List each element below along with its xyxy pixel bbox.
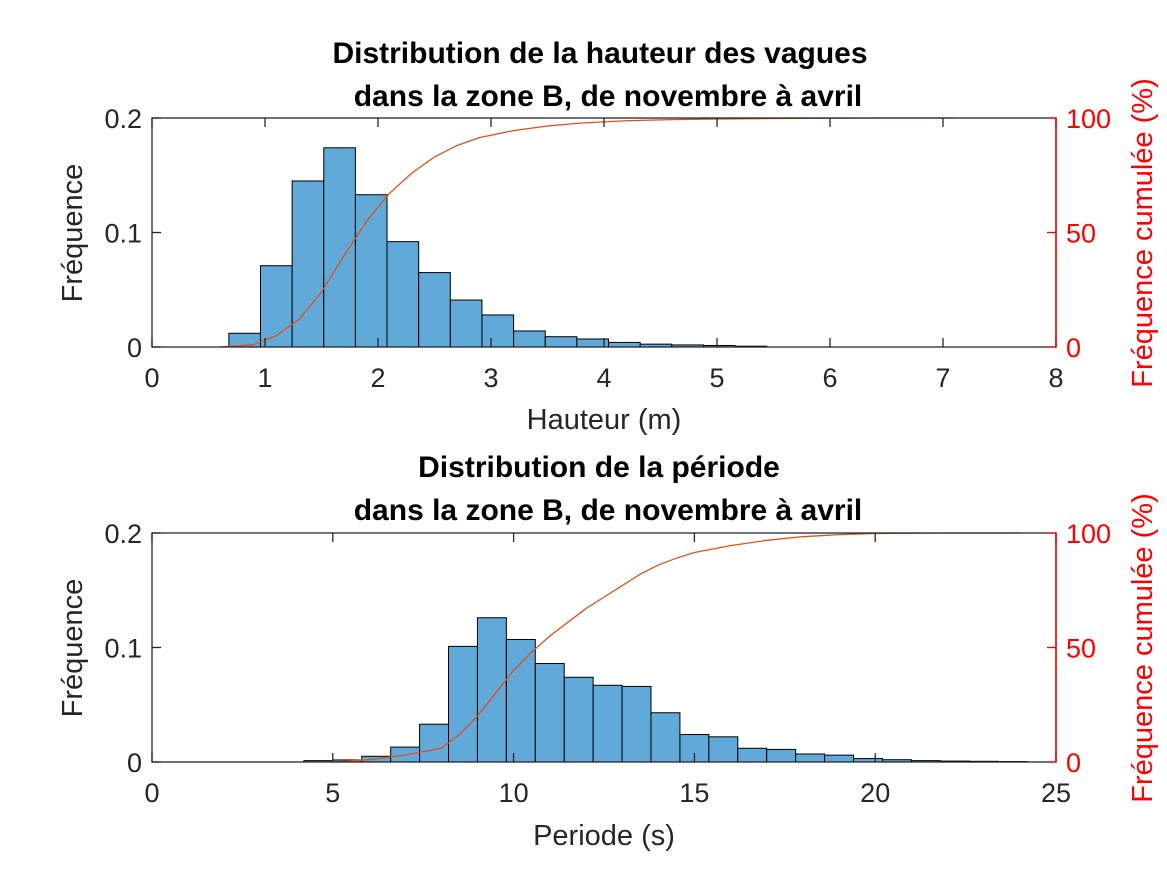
histogram-bar bbox=[354, 194, 388, 348]
x-axis-label: Hauteur (m) bbox=[527, 404, 682, 436]
x-axis: 0 1 2 3 4 5 6 7 8 bbox=[144, 118, 1064, 393]
x-tick-label: 10 bbox=[499, 778, 529, 808]
y-axis-left: 0 0.1 0.2 bbox=[104, 519, 161, 778]
chart-title-line-2: dans la zone B, de novembre à avril bbox=[354, 494, 863, 527]
subplot-wave-height: Distribution de la hauteur des vagues da… bbox=[57, 37, 1159, 436]
histogram-bar bbox=[449, 299, 483, 348]
histogram-bar bbox=[621, 685, 652, 763]
subplot-period: Distribution de la période dans la zone … bbox=[57, 451, 1159, 852]
y-tick-label: 0.2 bbox=[104, 104, 142, 134]
histogram-bar bbox=[259, 265, 293, 348]
y-tick-label: 0.1 bbox=[104, 219, 142, 249]
x-tick-label: 6 bbox=[822, 363, 837, 393]
x-tick-label: 3 bbox=[483, 363, 498, 393]
x-tick-label: 0 bbox=[144, 363, 159, 393]
histogram-bar bbox=[650, 712, 681, 763]
y-tick-label: 0.2 bbox=[104, 519, 142, 549]
histogram-bar bbox=[323, 147, 356, 348]
histogram-bar bbox=[418, 272, 451, 348]
histogram-bar bbox=[737, 747, 768, 763]
y-tick-label-right: 100 bbox=[1066, 519, 1111, 549]
histogram-bars bbox=[228, 147, 768, 348]
chart-title-line-1: Distribution de la hauteur des vagues bbox=[332, 37, 867, 70]
y-axis-label-left: Fréquence bbox=[57, 164, 89, 303]
y-tick-label: 0.1 bbox=[104, 634, 142, 664]
x-tick-label: 15 bbox=[679, 778, 709, 808]
histogram-bar bbox=[592, 684, 623, 763]
y-axis-right: 0 50 100 bbox=[1047, 519, 1111, 778]
histogram-bar bbox=[505, 638, 536, 763]
x-tick-label: 0 bbox=[144, 778, 159, 808]
histogram-bars bbox=[303, 617, 1028, 763]
y-tick-label-right: 50 bbox=[1066, 634, 1096, 664]
histogram-bar bbox=[448, 645, 478, 763]
histogram-bar bbox=[563, 676, 594, 763]
histogram-bar bbox=[534, 663, 565, 763]
x-tick-label: 25 bbox=[1041, 778, 1071, 808]
chart-title-line-1: Distribution de la période bbox=[418, 451, 780, 484]
histogram-bar bbox=[291, 180, 325, 348]
y-tick-label-right: 100 bbox=[1066, 104, 1111, 134]
histogram-bar bbox=[419, 723, 450, 763]
histogram-bar bbox=[513, 330, 546, 348]
histogram-bar bbox=[608, 341, 641, 348]
y-tick-label: 0 bbox=[127, 333, 142, 363]
x-tick-label: 1 bbox=[257, 363, 272, 393]
histogram-bar bbox=[386, 241, 420, 348]
x-tick-label: 5 bbox=[709, 363, 724, 393]
y-tick-label-right: 0 bbox=[1066, 748, 1081, 778]
histogram-bar bbox=[766, 748, 797, 763]
y-axis-label-right: Fréquence cumulée (%) bbox=[1127, 493, 1159, 802]
x-tick-label: 4 bbox=[596, 363, 611, 393]
histogram-bar bbox=[476, 617, 507, 763]
x-tick-label: 2 bbox=[370, 363, 385, 393]
x-axis-label: Periode (s) bbox=[533, 820, 675, 852]
histogram-bar bbox=[544, 336, 578, 348]
x-tick-label: 20 bbox=[860, 778, 890, 808]
x-axis: 0 5 10 15 20 25 bbox=[144, 533, 1071, 808]
cumulative-frequency-line bbox=[332, 532, 1020, 763]
y-tick-label: 0 bbox=[127, 748, 142, 778]
x-tick-label: 5 bbox=[325, 778, 340, 808]
histogram-bar bbox=[481, 314, 515, 348]
histogram-bar bbox=[795, 753, 826, 763]
y-axis-left: 0 0.1 0.2 bbox=[104, 104, 161, 363]
chart-title-line-2: dans la zone B, de novembre à avril bbox=[354, 80, 863, 113]
y-axis-label-left: Fréquence bbox=[57, 579, 89, 718]
cumulative-frequency-line bbox=[219, 117, 955, 348]
histogram-bar bbox=[708, 736, 739, 763]
y-tick-label-right: 0 bbox=[1066, 333, 1081, 363]
y-axis-label-right: Fréquence cumulée (%) bbox=[1127, 78, 1159, 387]
x-tick-label: 7 bbox=[935, 363, 950, 393]
y-tick-label-right: 50 bbox=[1066, 219, 1096, 249]
histogram-bar bbox=[824, 754, 855, 763]
x-tick-label: 8 bbox=[1048, 363, 1063, 393]
y-axis-right: 0 50 100 bbox=[1047, 104, 1111, 363]
